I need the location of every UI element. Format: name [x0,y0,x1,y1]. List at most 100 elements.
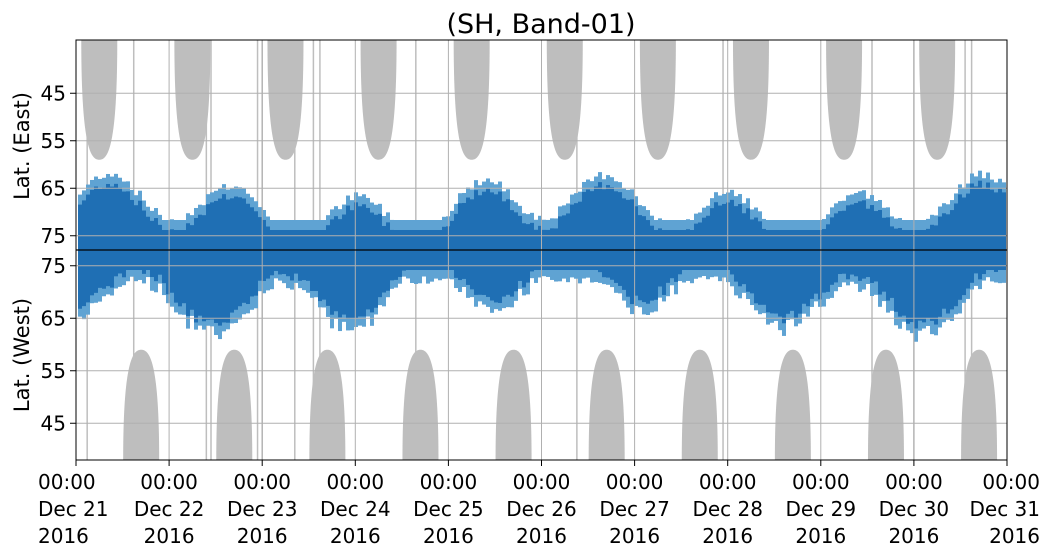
activity-sparse [334,206,338,217]
activity-sparse [790,220,794,234]
activity-sparse [510,200,514,215]
activity-sparse [794,313,798,327]
activity-sparse [910,220,914,237]
y-tick-label: 45 [41,81,66,105]
activity-sparse [194,318,198,330]
activity-sparse [966,183,970,198]
activity-dense [170,229,174,293]
activity-dense [338,219,342,318]
activity-sparse [354,314,358,327]
activity-sparse [174,298,178,313]
activity-sparse [986,172,990,191]
activity-sparse [962,291,966,303]
activity-dense [814,230,818,294]
chart-title: (SH, Band-01) [446,9,635,40]
activity-dense [926,228,930,319]
activity-sparse [774,309,778,321]
x-tick-label: 2016 [237,524,288,548]
activity-sparse [646,210,650,223]
activity-dense [818,230,822,300]
activity-sparse [362,194,366,209]
activity-dense [770,230,774,314]
activity-sparse [714,266,718,277]
activity-dense [598,182,602,273]
activity-sparse [390,219,394,234]
activity-sparse [166,290,170,304]
activity-sparse [198,204,202,217]
activity-sparse [546,266,550,277]
activity-sparse [890,216,894,229]
activity-sparse [270,271,274,290]
activity-sparse [282,270,286,284]
activity-sparse [214,318,218,336]
activity-sparse [950,305,954,321]
activity-sparse [574,193,578,210]
activity-dense [614,191,618,283]
activity-sparse [882,207,886,220]
shaded-region-west [123,349,160,460]
activity-dense [478,195,482,295]
activity-sparse [674,277,678,295]
activity-sparse [530,212,534,230]
activity-sparse [762,300,766,314]
activity-dense [810,230,814,299]
activity-dense [82,200,86,307]
activity-dense [850,204,854,275]
activity-sparse [538,215,542,226]
activity-dense [102,187,106,289]
activity-sparse [466,187,470,202]
activity-sparse [822,288,826,307]
activity-sparse [662,220,666,233]
activity-sparse [374,204,378,219]
activity-sparse [818,295,822,307]
activity-dense [958,194,962,300]
activity-sparse [386,286,390,298]
activity-sparse [274,220,278,236]
activity-sparse [134,266,138,282]
x-tick-label: Dec 29 [786,497,857,521]
activity-sparse [626,292,630,308]
activity-sparse [962,187,966,204]
activity-sparse [826,287,830,299]
activity-sparse [998,266,1002,284]
x-tick-label: 2016 [516,524,567,548]
activity-dense [918,230,922,321]
activity-dense [654,230,658,300]
activity-sparse [958,295,962,314]
activity-sparse [466,280,470,298]
x-tick-label: Dec 22 [134,497,205,521]
activity-dense [754,217,758,304]
activity-sparse [298,276,302,289]
activity-dense [450,220,454,270]
activity-sparse [562,266,566,279]
activity-dense [790,230,794,311]
activity-sparse [486,178,490,189]
activity-sparse [142,269,146,284]
activity-sparse [458,276,462,292]
activity-sparse [502,292,506,309]
activity-dense [330,219,334,315]
activity-sparse [610,177,614,190]
activity-sparse [462,274,466,287]
activity-sparse [538,266,542,278]
x-tick-label: 2016 [795,524,846,548]
activity-layer [78,170,1006,342]
activity-sparse [506,290,510,308]
activity-sparse [130,266,134,277]
activity-dense [594,186,598,270]
activity-sparse [782,319,786,336]
activity-sparse [970,173,974,187]
activity-sparse [946,309,950,320]
activity-dense [778,230,782,317]
activity-dense [642,216,646,303]
activity-sparse [78,194,82,206]
activity-sparse [322,220,326,233]
activity-sparse [486,292,490,307]
activity-dense [86,194,90,303]
activity-dense [946,214,950,314]
activity-sparse [186,213,190,226]
activity-sparse [202,205,206,218]
activity-dense [294,230,298,274]
activity-sparse [206,315,210,326]
